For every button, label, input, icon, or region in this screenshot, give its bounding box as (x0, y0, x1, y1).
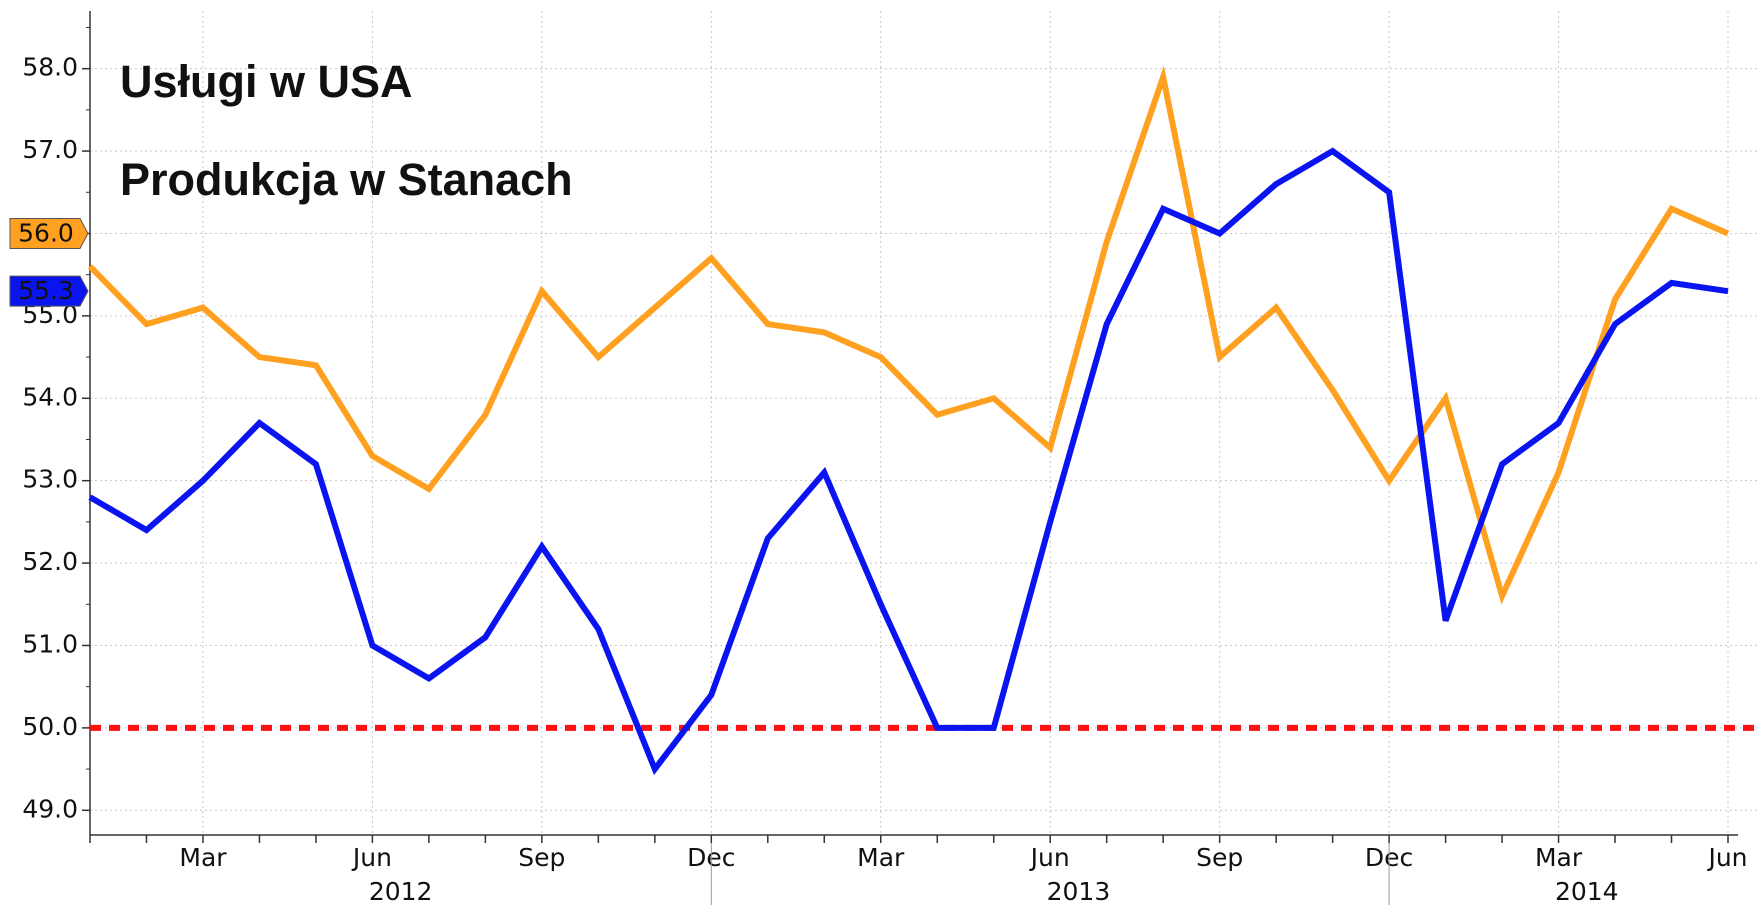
end-badge (9, 217, 89, 249)
legend-entry: Produkcja w Stanach (120, 154, 573, 205)
y-tick-label: 53.0 (22, 465, 78, 494)
legend-entry: Usługi w USA (120, 56, 413, 107)
end-label: 55.3 (18, 276, 74, 305)
x-tick-label: Sep (518, 843, 565, 872)
end-label: 56.0 (18, 218, 74, 247)
x-tick-label: Mar (179, 843, 227, 872)
x-tick-label: Mar (1535, 843, 1583, 872)
year-label: 2012 (369, 877, 433, 905)
y-tick-label: 52.0 (22, 547, 78, 576)
y-tick-label: 49.0 (22, 794, 78, 823)
y-tick-label: 58.0 (22, 53, 78, 82)
series-line (87, 65, 1730, 605)
x-tick-label: Sep (1196, 843, 1243, 872)
x-tick-label: Jun (1029, 843, 1070, 872)
y-tick-label: 54.0 (22, 382, 78, 411)
year-label: 2014 (1555, 877, 1619, 905)
y-tick-label: 57.0 (22, 135, 78, 164)
x-tick-label: Jun (1706, 843, 1747, 872)
x-tick-label: Jun (351, 843, 392, 872)
y-tick-label: 50.0 (22, 712, 78, 741)
x-tick-label: Mar (857, 843, 905, 872)
end-badge (9, 275, 89, 307)
year-label: 2013 (1047, 877, 1111, 905)
series-line (88, 147, 1729, 776)
y-tick-label: 51.0 (22, 629, 78, 658)
